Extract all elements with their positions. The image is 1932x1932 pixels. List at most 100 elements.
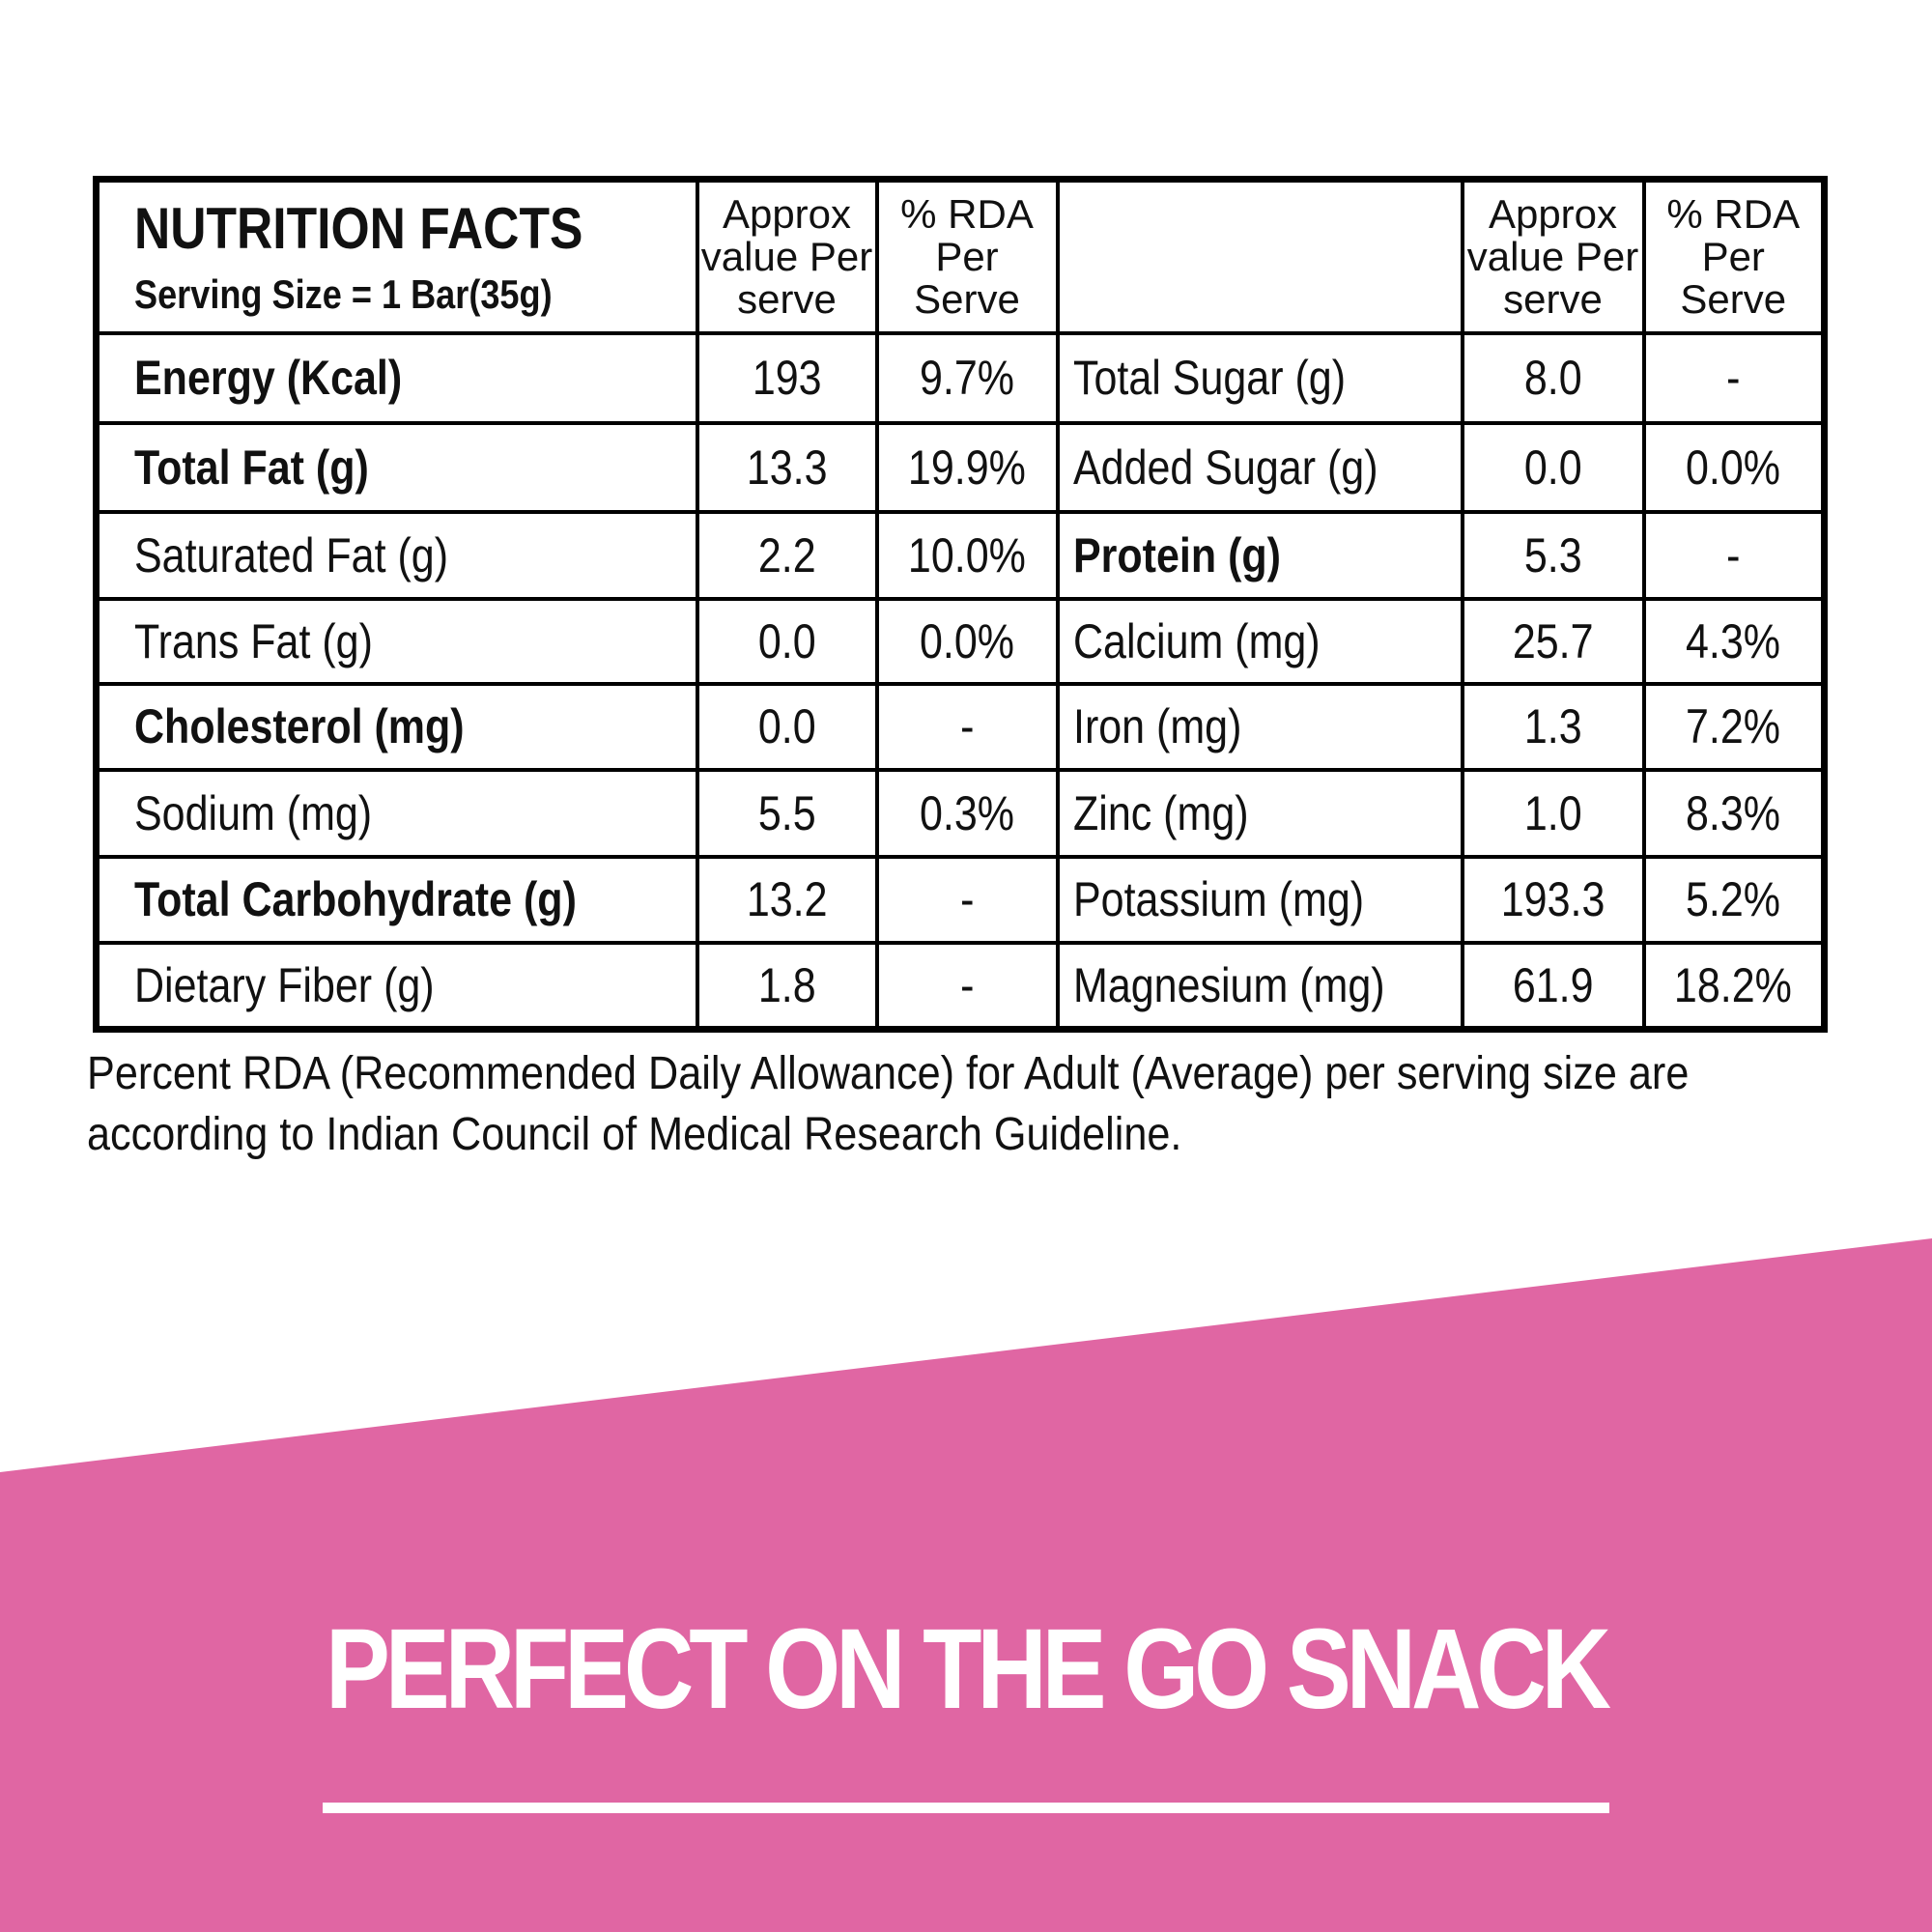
rda: - [959,957,975,1012]
rda-cell: 9.7% [874,330,1060,425]
divider-line [323,1803,1609,1813]
value: 8.0 [1523,351,1582,405]
rda: - [959,699,975,753]
title-cell: NUTRITION FACTS Serving Size = 1 Bar(35g… [94,177,699,335]
value: 2.2 [757,527,816,582]
rda: 10.0% [908,527,1026,582]
nutrient-name: Added Sugar (g) [1072,440,1378,495]
nutrient-name: Trans Fat (g) [134,613,373,668]
rda-cell: - [1641,330,1827,425]
rda-cell: 4.3% [1641,596,1827,686]
table-row: Sodium (mg) 5.5 0.3% Zinc (mg) 1.0 8.3% [94,767,1827,859]
value: 13.2 [746,872,828,926]
value: 0.0 [757,699,816,753]
header-rda: % RDA Per Serve [874,177,1060,335]
nutrient-name-cell: Total Sugar (g) [1055,330,1464,425]
value: 1.8 [757,957,816,1012]
rda-cell: 0.0% [1641,420,1827,514]
rda: - [1726,351,1741,405]
table-row: Saturated Fat (g) 2.2 10.0% Protein (g) 5.3 - [94,509,1827,601]
value: 193 [752,351,822,405]
nutrient-name-cell: Magnesium (mg) [1055,940,1464,1032]
value: 13.3 [746,440,828,495]
value-cell: 0.0 [1460,420,1646,514]
tagline-text: PERFECT ON THE GO SNACK [325,1605,1611,1733]
nutrient-name: Protein (g) [1072,527,1281,582]
value-cell: 13.2 [695,854,879,945]
nutrient-name: Potassium (mg) [1072,872,1364,926]
value: 193.3 [1500,872,1605,926]
value: 25.7 [1512,613,1594,668]
nutrient-name-cell: Dietary Fiber (g) [94,940,699,1032]
rda-cell: 8.3% [1641,767,1827,859]
tagline: PERFECT ON THE GO SNACK [0,1604,1932,1735]
nutrient-name: Sodium (mg) [134,785,373,840]
nutrient-name: Magnesium (mg) [1072,957,1385,1012]
value-cell: 8.0 [1460,330,1646,425]
table-row: Trans Fat (g) 0.0 0.0% Calcium (mg) 25.7 4.3% [94,596,1827,686]
rda: 19.9% [908,440,1026,495]
rda: 9.7% [919,351,1015,405]
nutrient-name: Calcium (mg) [1072,613,1321,668]
nutrition-facts-table: NUTRITION FACTS Serving Size = 1 Bar(35g… [93,176,1828,1033]
nutrient-name: Cholesterol (mg) [134,699,465,753]
nutrient-name: Energy (Kcal) [134,351,403,405]
rda-cell: 19.9% [874,420,1060,514]
nutrient-name: Total Carbohydrate (g) [134,872,577,926]
footnote-line-2: according to Indian Council of Medical R… [87,1109,1182,1160]
rda-cell: - [1641,509,1827,601]
rda-cell: 5.2% [1641,854,1827,945]
value-cell: 0.0 [695,596,879,686]
table-row: Energy (Kcal) 193 9.7% Total Sugar (g) 8.0 - [94,330,1827,425]
value-cell: 2.2 [695,509,879,601]
nutrient-name-cell: Protein (g) [1055,509,1464,601]
table-row: Total Carbohydrate (g) 13.2 - Potassium (mg… [94,854,1827,945]
value: 1.0 [1523,785,1582,840]
value-cell: 61.9 [1460,940,1646,1032]
rda: 7.2% [1686,699,1781,753]
rda: - [959,872,975,926]
header-approx-value: Approx value Per serve [695,177,879,335]
value-cell: 13.3 [695,420,879,514]
value-cell: 193 [695,330,879,425]
table-row: Cholesterol (mg) 0.0 - Iron (mg) 1.3 7.2% [94,681,1827,772]
nutrient-name-cell: Trans Fat (g) [94,596,699,686]
rda: 0.3% [919,785,1015,840]
nutrient-name-cell: Cholesterol (mg) [94,681,699,772]
rda-cell: 0.0% [874,596,1060,686]
table-title: NUTRITION FACTS [134,196,583,262]
rda: 0.0% [919,613,1015,668]
value-cell: 5.5 [695,767,879,859]
table-row: Dietary Fiber (g) 1.8 - Magnesium (mg) 61.9 1… [94,940,1827,1032]
nutrient-name-cell: Sodium (mg) [94,767,699,859]
value: 61.9 [1512,957,1594,1012]
rda-cell: 10.0% [874,509,1060,601]
value-cell: 25.7 [1460,596,1646,686]
rda-cell: 0.3% [874,767,1060,859]
nutrient-name-cell: Energy (Kcal) [94,330,699,425]
nutrient-name-cell: Added Sugar (g) [1055,420,1464,514]
nutrient-name-cell: Total Fat (g) [94,420,699,514]
nutrient-name: Iron (mg) [1072,699,1241,753]
rda-cell: - [874,940,1060,1032]
rda: 8.3% [1686,785,1781,840]
rda-cell: - [874,681,1060,772]
rda: 0.0% [1686,440,1781,495]
value: 0.0 [1523,440,1582,495]
rda: 18.2% [1674,957,1793,1012]
rda: 4.3% [1686,613,1781,668]
value-cell: 0.0 [695,681,879,772]
nutrient-name-cell: Saturated Fat (g) [94,509,699,601]
nutrient-name: Total Sugar (g) [1072,351,1346,405]
serving-size: Serving Size = 1 Bar(35g) [134,271,553,318]
table-header-row: NUTRITION FACTS Serving Size = 1 Bar(35g… [94,177,1827,335]
value-cell: 193.3 [1460,854,1646,945]
value-cell: 1.8 [695,940,879,1032]
value: 5.3 [1523,527,1582,582]
nutrient-name: Zinc (mg) [1072,785,1249,840]
nutrient-name: Dietary Fiber (g) [134,957,435,1012]
rda: - [1726,527,1741,582]
value: 5.5 [757,785,816,840]
value: 1.3 [1523,699,1582,753]
